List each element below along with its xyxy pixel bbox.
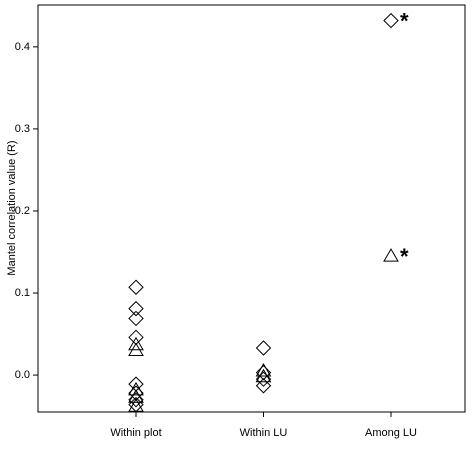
point (128, 279, 144, 295)
point (383, 248, 399, 262)
y-axis-label: Mantel correlation value (R) (6, 140, 18, 275)
point (128, 389, 144, 403)
point (383, 12, 399, 29)
point (128, 310, 144, 327)
point (128, 398, 144, 412)
y-tick-label: 0.0 (15, 369, 30, 381)
plot-frame (37, 4, 466, 413)
x-tick-label: Among LU (365, 427, 417, 439)
x-tick-label: Within plot (110, 427, 161, 439)
point (255, 364, 272, 381)
point (255, 362, 272, 377)
point (128, 300, 144, 317)
annotation: * (400, 9, 409, 34)
point (128, 342, 144, 356)
y-tick-label: 0.4 (15, 41, 30, 53)
y-tick-label: 0.3 (15, 123, 30, 135)
annotation: * (400, 244, 409, 269)
point (255, 368, 272, 383)
point (255, 340, 272, 356)
x-tick-label: Within LU (240, 427, 288, 439)
point (128, 376, 144, 392)
point (128, 381, 144, 396)
point (255, 378, 272, 394)
y-tick-label: 0.1 (15, 287, 30, 299)
point (128, 336, 144, 351)
y-tick-label: 0.2 (15, 205, 30, 217)
